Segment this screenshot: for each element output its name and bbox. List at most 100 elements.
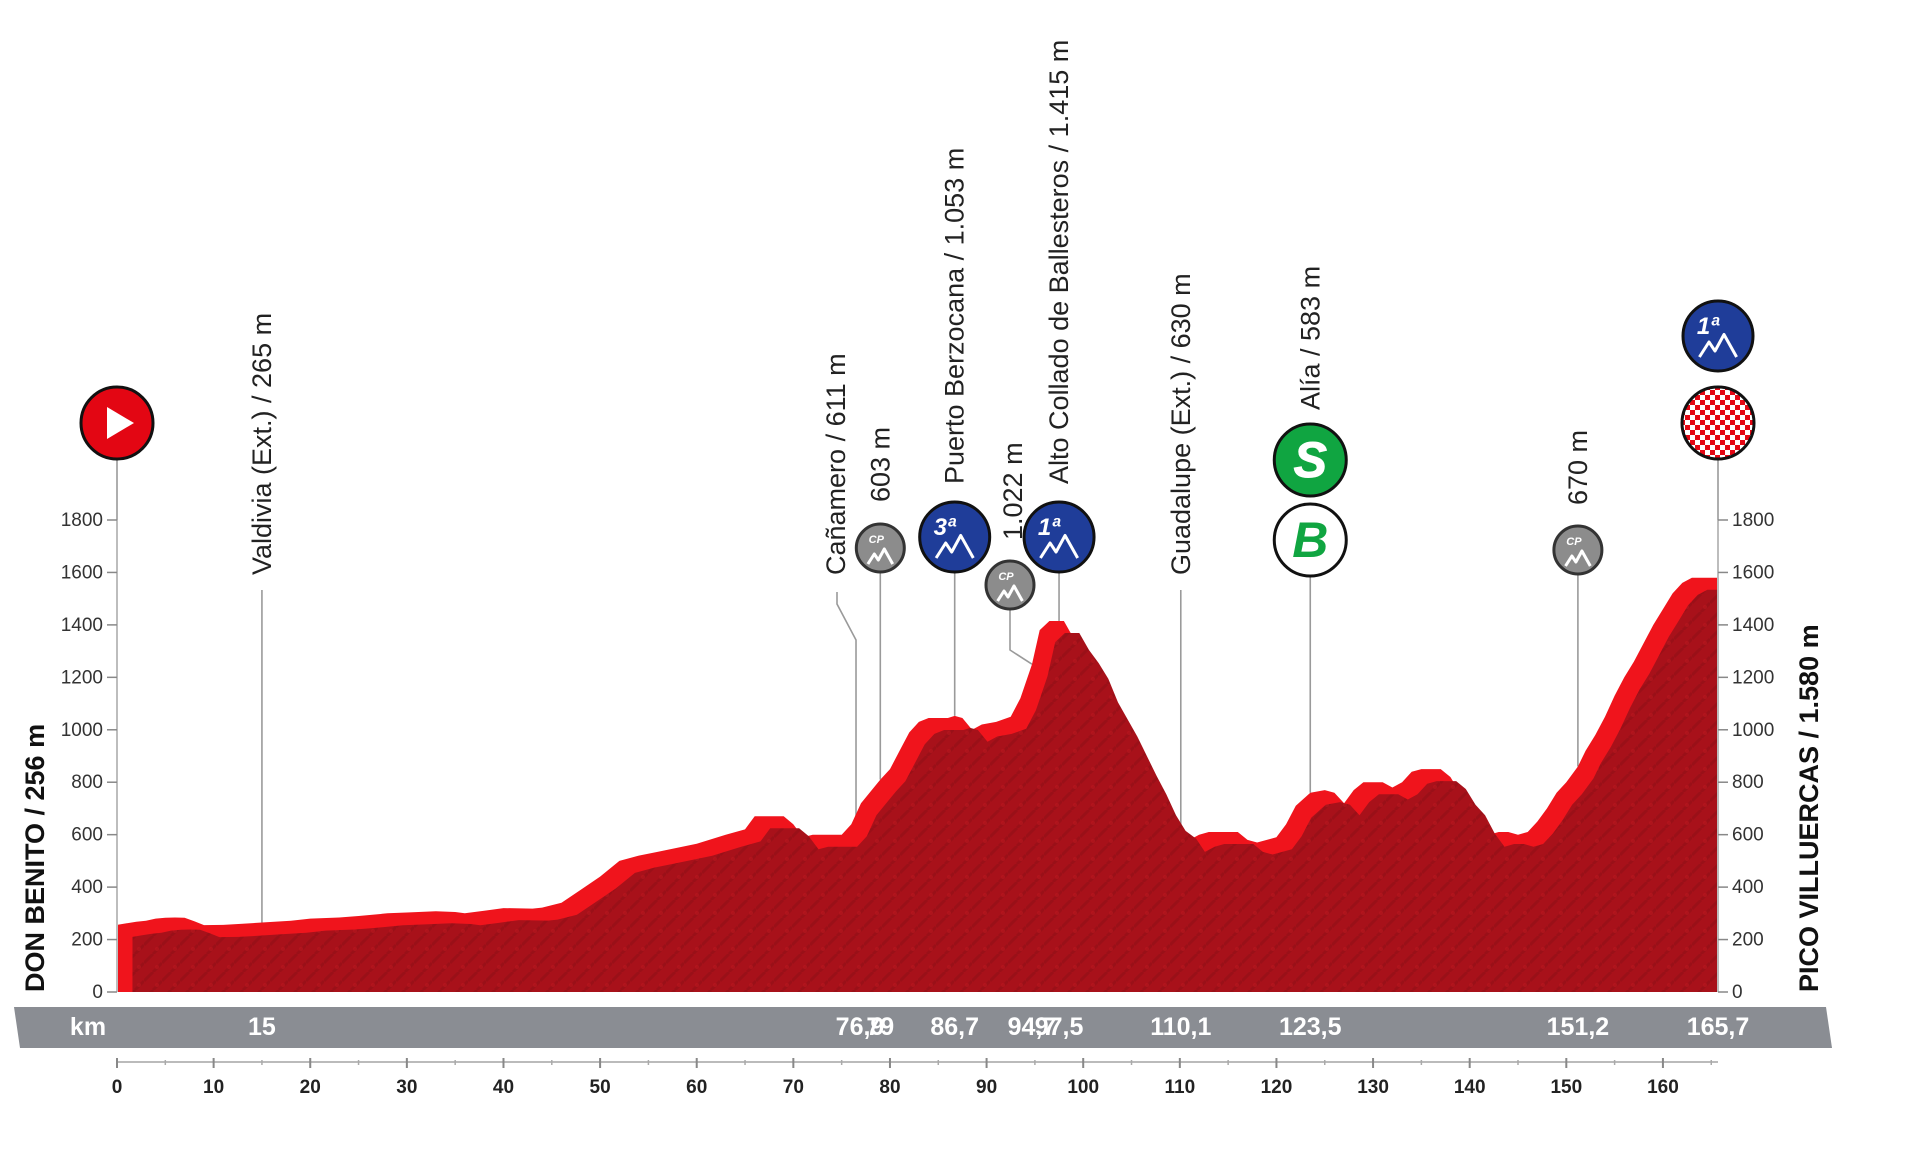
cp-badge-label: CP: [998, 571, 1014, 583]
point-label: Valdivia (Ext.) / 265 m: [247, 313, 277, 575]
cp-badge-circle: [1552, 524, 1604, 576]
x-tick-label: 50: [590, 1077, 611, 1098]
mountain-icon: [866, 547, 895, 565]
y-tick-left-label: 400: [71, 877, 103, 898]
y-tick-left-label: 1200: [61, 667, 103, 688]
km-marker-label: 76,9: [836, 1013, 885, 1041]
climb-category-label: 3ª: [934, 514, 957, 541]
x-tick-label: 140: [1454, 1077, 1486, 1098]
x-tick-label: 40: [493, 1077, 514, 1098]
cp-badge: CP: [1552, 524, 1604, 576]
y-tick-left-label: 1600: [61, 562, 103, 583]
x-tick-label: 110: [1164, 1077, 1195, 1098]
sprint-bonus-badge: S: [1272, 422, 1348, 498]
km-marker-label: 94,7: [1008, 1013, 1057, 1041]
point-labels-layer: Valdivia (Ext.) / 265 m Cañamero / 611 m 6…: [247, 40, 1593, 575]
start-flag-icon: [107, 407, 134, 439]
letter-badge-circle: [1272, 502, 1348, 578]
x-tick-label: 30: [396, 1077, 417, 1098]
cp-badge: CP: [984, 559, 1036, 611]
km-marker-label: 79: [866, 1013, 894, 1041]
point-label: Alía / 583 m: [1295, 266, 1325, 410]
point-label: Cañamero / 611 m: [821, 353, 851, 575]
y-tick-right-label: 0: [1732, 982, 1743, 1003]
profile-body-area: [132, 589, 1719, 992]
mountain-icon: [1564, 549, 1592, 567]
km-band: [14, 1007, 1832, 1048]
climb-category-badge: 1ª: [1681, 299, 1755, 373]
x-tick-label: 90: [976, 1077, 997, 1098]
climb-category-badge: 1ª: [1022, 500, 1096, 574]
climb-category-label: 1ª: [1038, 514, 1061, 541]
finish-town-label: PICO VILLUERCAS / 1.580 m: [1794, 624, 1824, 992]
cp-badge: CP: [854, 522, 906, 574]
mountain-icon: [1039, 534, 1079, 559]
cp-badge-circle: [854, 522, 906, 574]
x-tick-label: 20: [300, 1077, 321, 1098]
y-tick-right-label: 1800: [1732, 510, 1774, 531]
km-marker-label: 86,7: [930, 1013, 979, 1041]
x-tick-label: 120: [1261, 1077, 1293, 1098]
km-band-layer: km 15 76,979 86,7 94,797,5 110,1 123,5 151,2 165…: [14, 1007, 1832, 1098]
km-band-unit-label: km: [70, 1013, 106, 1041]
km-marker-label: 15: [248, 1013, 276, 1041]
y-tick-right-label: 400: [1732, 877, 1764, 898]
start-town-label: DON BENITO / 256 m: [20, 724, 50, 992]
point-label: 603 m: [865, 427, 895, 502]
cp-badge-label: CP: [869, 534, 885, 546]
x-tick-label: 10: [203, 1077, 224, 1098]
x-tick-label: 150: [1550, 1077, 1582, 1098]
badges-layer: 1ª CP 3ª CP 1ª SB CP: [79, 299, 1756, 611]
point-label: 1.022 m: [998, 442, 1028, 540]
profile-area-layer: [117, 577, 1719, 992]
point-label: Puerto Berzocana / 1.053 m: [940, 148, 970, 484]
x-tick-label: 100: [1067, 1077, 1099, 1098]
climb-category-badge: 3ª: [918, 500, 992, 574]
axes-layer: 0 200 400 600 800 1000 1200 1400 1600 1800 0 200 400…: [20, 510, 1824, 1003]
km-marker-label: 123,5: [1279, 1013, 1342, 1041]
point-label: 670 m: [1563, 430, 1593, 505]
y-tick-right-label: 1600: [1732, 562, 1774, 583]
km-marker-label: 97,5: [1035, 1013, 1084, 1041]
y-tick-right-label: 800: [1732, 772, 1764, 793]
y-tick-left-label: 200: [71, 930, 103, 951]
km-marker-label: 110,1: [1150, 1013, 1211, 1041]
y-tick-left-label: 1000: [61, 720, 103, 741]
guide-line: [1009, 609, 1033, 665]
cp-badge-label: CP: [1566, 536, 1582, 548]
sprint-bonus-badge: B: [1272, 502, 1348, 578]
y-tick-right-label: 1200: [1732, 667, 1774, 688]
y-tick-left-label: 1800: [61, 510, 103, 531]
km-marker-label: 151,2: [1547, 1013, 1610, 1041]
point-label: Guadalupe (Ext.) / 630 m: [1166, 273, 1196, 575]
x-tick-label: 80: [879, 1077, 900, 1098]
cp-badge-circle: [984, 559, 1036, 611]
mountain-icon: [934, 534, 975, 559]
km-marker-label: 165,7: [1687, 1013, 1750, 1041]
y-tick-right-label: 1400: [1732, 615, 1774, 636]
x-tick-label: 70: [783, 1077, 804, 1098]
y-tick-right-label: 200: [1732, 930, 1764, 951]
mountain-icon: [1698, 333, 1738, 358]
y-tick-left-label: 800: [71, 772, 103, 793]
y-tick-left-label: 1400: [61, 615, 103, 636]
y-tick-right-label: 600: [1732, 825, 1764, 846]
x-tick-label: 0: [112, 1077, 123, 1098]
start-badge: [79, 385, 155, 461]
y-tick-left-label: 600: [71, 825, 103, 846]
y-tick-right-label: 1000: [1732, 720, 1774, 741]
letter-badge-label: B: [1292, 512, 1328, 568]
letter-badge-label: S: [1294, 432, 1327, 488]
x-tick-label: 60: [686, 1077, 707, 1098]
finish-badge: [1680, 385, 1756, 461]
point-label: Alto Collado de Ballesteros / 1.415 m: [1044, 40, 1074, 484]
x-tick-label: 160: [1647, 1077, 1679, 1098]
mountain-icon: [996, 584, 1024, 602]
finish-checkered-icon: [1680, 385, 1756, 461]
letter-badge-circle: [1272, 422, 1348, 498]
y-tick-left-label: 0: [92, 982, 103, 1003]
climb-category-label: 1ª: [1697, 313, 1720, 340]
x-tick-label: 130: [1357, 1077, 1389, 1098]
